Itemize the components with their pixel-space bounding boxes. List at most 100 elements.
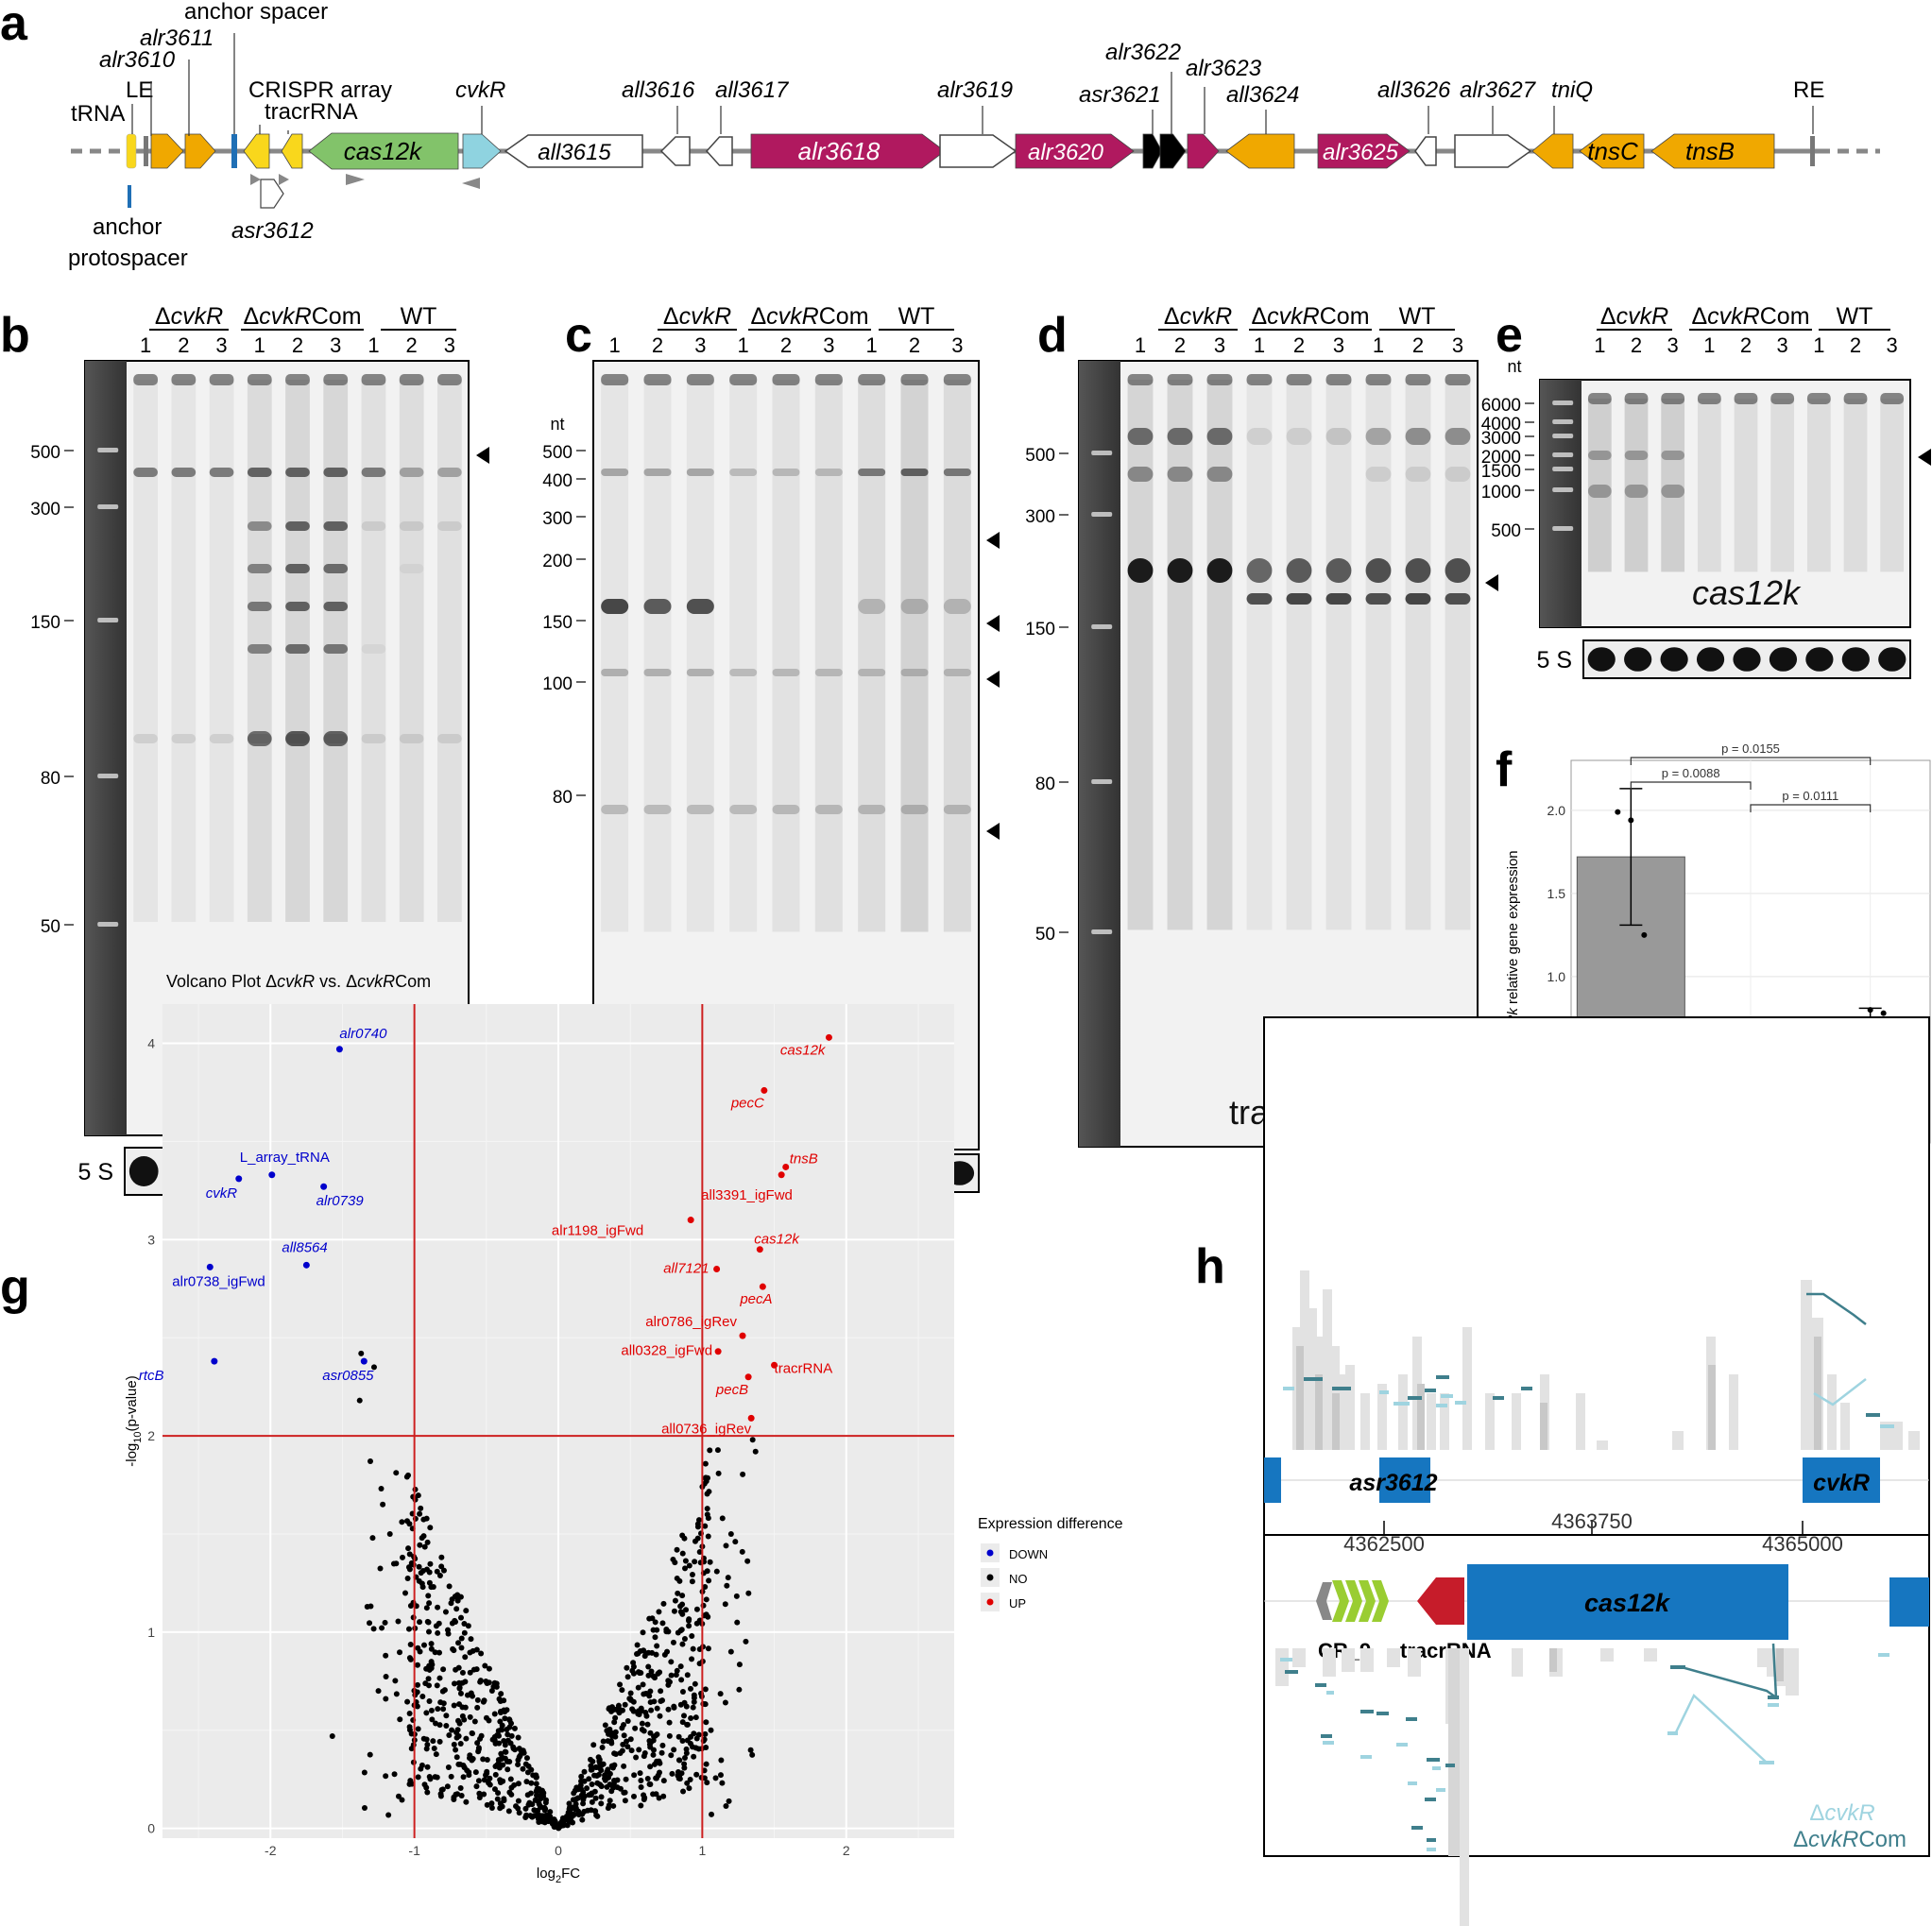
band	[323, 731, 349, 746]
legend-label: UP	[1009, 1596, 1026, 1611]
loading-band	[1733, 647, 1761, 672]
gene-label: anchor	[93, 214, 162, 240]
data-point	[621, 1763, 627, 1769]
point-label: L_array_tRNA	[240, 1150, 330, 1166]
coverage-bar	[1512, 1648, 1523, 1677]
ladder-size-label: 200	[542, 552, 573, 571]
data-point	[406, 1724, 413, 1730]
data-point	[436, 1722, 443, 1729]
well	[171, 374, 197, 385]
band-arrow	[986, 532, 1000, 549]
data-point	[361, 1769, 368, 1776]
point-label: tracrRNA	[775, 1360, 833, 1376]
data-point	[358, 1350, 365, 1356]
data-point	[610, 1802, 617, 1809]
band	[1365, 593, 1392, 605]
legend-marker	[986, 1549, 994, 1557]
lane-smear	[1770, 399, 1795, 572]
band	[1445, 558, 1471, 583]
gene-label: all3624	[1226, 82, 1299, 108]
ladder-size-label: 100	[542, 674, 573, 694]
data-point	[402, 1590, 409, 1596]
data-point	[612, 1729, 619, 1735]
up-point	[687, 1217, 694, 1224]
data-point	[689, 1656, 695, 1662]
data-point	[488, 1805, 495, 1812]
data-point	[752, 1448, 759, 1455]
coverage-bar	[1292, 1648, 1306, 1667]
panel-label-h: h	[1195, 1239, 1225, 1294]
data-point	[598, 1767, 605, 1774]
data-point	[627, 1736, 634, 1743]
lane-number: 2	[1293, 333, 1305, 357]
data-point	[705, 1645, 711, 1652]
well	[1286, 374, 1312, 385]
lane-number: 3	[1777, 333, 1788, 357]
data-point	[630, 1708, 637, 1714]
band	[772, 805, 800, 814]
data-point	[704, 1568, 710, 1575]
data-point	[451, 1741, 457, 1747]
band-arrow	[986, 671, 1000, 688]
data-point	[635, 1684, 641, 1691]
data-point	[520, 1765, 526, 1772]
data-point	[420, 1642, 427, 1648]
data-point	[691, 1692, 697, 1698]
band	[171, 734, 197, 743]
data-point	[598, 1794, 605, 1800]
band	[1325, 593, 1352, 605]
delta: Δ	[243, 303, 259, 330]
data-point	[682, 1565, 689, 1572]
data-point	[705, 1515, 711, 1522]
data-point	[537, 1802, 543, 1809]
significance-bracket	[1630, 781, 1752, 790]
data-point	[428, 1645, 435, 1652]
data-point	[423, 1710, 430, 1716]
cr-repeat	[1372, 1580, 1389, 1622]
data-point	[425, 1676, 432, 1682]
p-value-label: p = 0.0111	[1782, 789, 1838, 803]
data-point	[420, 1516, 427, 1523]
up-point	[771, 1361, 778, 1369]
data-point	[719, 1780, 726, 1786]
data-point	[665, 1706, 672, 1713]
data-point	[477, 1678, 484, 1684]
data-point	[496, 1740, 503, 1747]
lane-number: 3	[1887, 333, 1898, 357]
alr3610-gene	[150, 133, 184, 169]
band	[814, 805, 843, 814]
loading-control-label: 5 S	[77, 1159, 113, 1185]
coverage-bar	[1323, 1648, 1336, 1677]
coverage-bar	[1549, 1648, 1557, 1672]
data-point	[428, 1707, 435, 1713]
data-point	[702, 1460, 709, 1467]
data-point	[671, 1608, 677, 1614]
point-label: alr1198_igFwd	[552, 1223, 643, 1239]
band	[1405, 467, 1431, 482]
data-point	[634, 1642, 641, 1648]
data-point	[385, 1812, 392, 1818]
lane-number: 2	[1631, 333, 1642, 357]
lane-group-label: ΔcvkR	[155, 303, 223, 330]
data-point	[481, 1791, 487, 1798]
data-point	[405, 1545, 412, 1552]
data-point	[406, 1710, 413, 1716]
data-point	[688, 1733, 694, 1740]
data-point	[654, 1731, 660, 1738]
band	[1206, 467, 1233, 482]
ladder-size-label: 1500	[1481, 462, 1521, 482]
coverage-bar	[1345, 1365, 1355, 1450]
lane-number: 2	[292, 333, 303, 357]
data-point	[522, 1814, 529, 1820]
data-point	[474, 1696, 481, 1703]
data-point	[478, 1650, 485, 1657]
data-point	[417, 1542, 423, 1548]
well	[1587, 393, 1612, 404]
data-point	[722, 1601, 728, 1608]
point-label: rtcB	[139, 1368, 164, 1384]
data-point	[524, 1769, 531, 1776]
coverage-bar	[1880, 1422, 1891, 1450]
loading-band	[1660, 647, 1688, 672]
data-point	[463, 1608, 470, 1614]
lane-number: 2	[1174, 333, 1186, 357]
